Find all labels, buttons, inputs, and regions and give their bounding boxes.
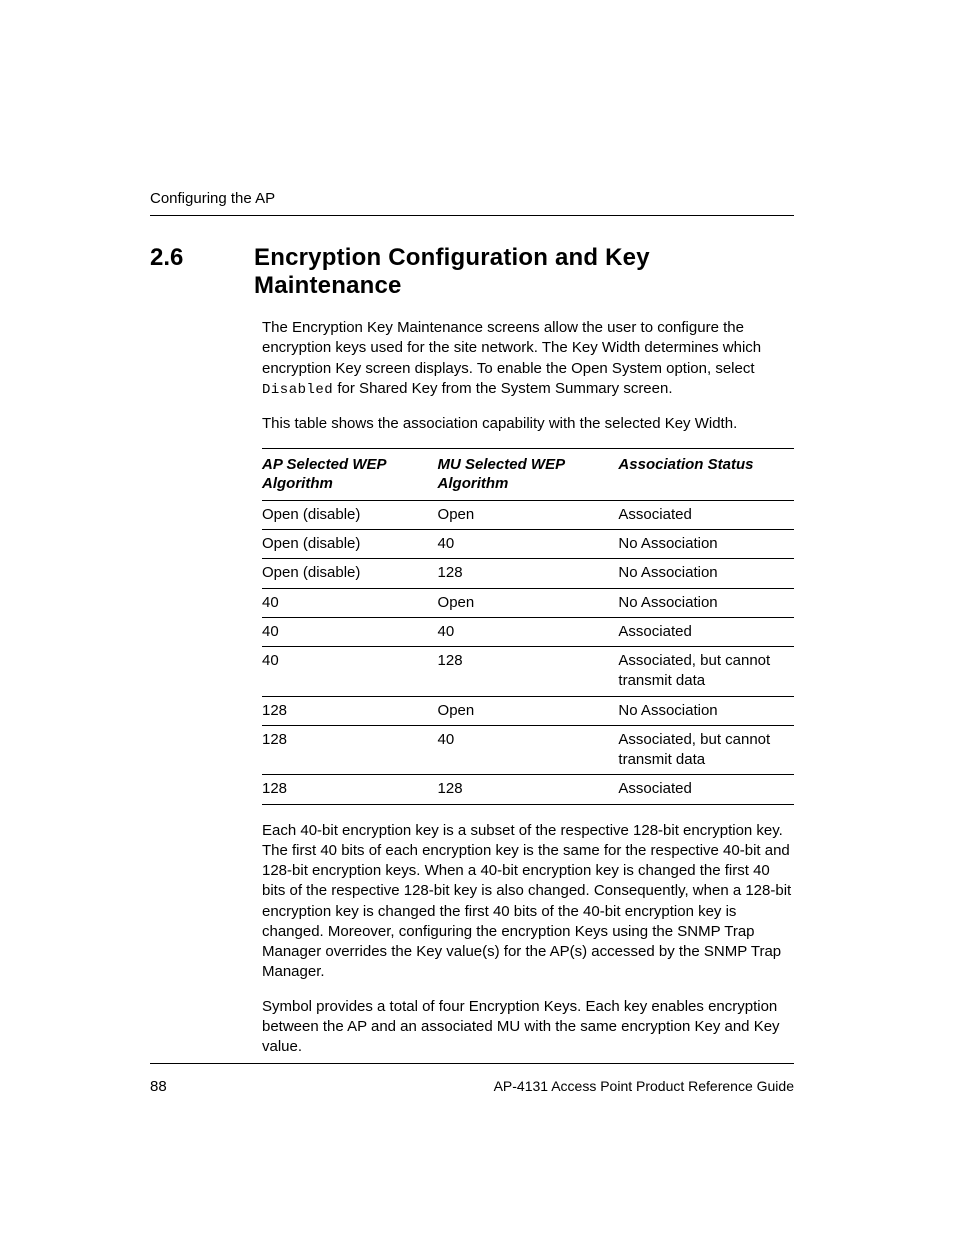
cell: 40 <box>438 725 619 775</box>
body-content: The Encryption Key Maintenance screens a… <box>262 318 794 1057</box>
table-row: 40 Open No Association <box>262 588 794 617</box>
section-title: Encryption Configuration and Key Mainten… <box>254 244 794 300</box>
paragraph-1: The Encryption Key Maintenance screens a… <box>262 318 794 400</box>
table-row: Open (disable) 128 No Association <box>262 559 794 588</box>
cell: No Association <box>618 696 794 725</box>
cell: Open (disable) <box>262 530 438 559</box>
top-rule <box>150 215 794 216</box>
cell: Associated <box>618 500 794 529</box>
cell: No Association <box>618 588 794 617</box>
bottom-rule <box>150 1063 794 1064</box>
page-footer: 88 AP-4131 Access Point Product Referenc… <box>150 1063 794 1095</box>
cell: 128 <box>262 696 438 725</box>
table-row: 128 Open No Association <box>262 696 794 725</box>
cell: Associated <box>618 617 794 646</box>
paragraph-4: Symbol provides a total of four Encrypti… <box>262 997 794 1058</box>
association-table: AP Selected WEP Algorithm MU Selected WE… <box>262 448 794 805</box>
cell: 128 <box>262 775 438 804</box>
cell: 128 <box>438 775 619 804</box>
cell: Associated, but cannot transmit data <box>618 725 794 775</box>
table-row: 40 128 Associated, but cannot transmit d… <box>262 647 794 697</box>
table-row: Open (disable) Open Associated <box>262 500 794 529</box>
cell: 128 <box>262 725 438 775</box>
cell: 40 <box>438 530 619 559</box>
cell: Open <box>438 588 619 617</box>
document-page: Configuring the AP 2.6 Encryption Config… <box>0 0 954 1235</box>
cell: Open (disable) <box>262 500 438 529</box>
table-row: Open (disable) 40 No Association <box>262 530 794 559</box>
p1-code: Disabled <box>262 382 333 398</box>
table-row: 128 128 Associated <box>262 775 794 804</box>
table-row: 128 40 Associated, but cannot transmit d… <box>262 725 794 775</box>
footer-row: 88 AP-4131 Access Point Product Referenc… <box>150 1078 794 1095</box>
col-header-ap: AP Selected WEP Algorithm <box>262 448 438 500</box>
cell: No Association <box>618 559 794 588</box>
chapter-header: Configuring the AP <box>150 190 794 207</box>
cell: No Association <box>618 530 794 559</box>
paragraph-3: Each 40-bit encryption key is a subset o… <box>262 821 794 983</box>
cell: 128 <box>438 559 619 588</box>
p1-text-a: The Encryption Key Maintenance screens a… <box>262 319 761 377</box>
cell: 40 <box>262 647 438 697</box>
cell: Open (disable) <box>262 559 438 588</box>
cell: 40 <box>438 617 619 646</box>
footer-doc-title: AP-4131 Access Point Product Reference G… <box>494 1078 794 1094</box>
cell: 128 <box>438 647 619 697</box>
cell: Associated, but cannot transmit data <box>618 647 794 697</box>
cell: 40 <box>262 588 438 617</box>
table-row: 40 40 Associated <box>262 617 794 646</box>
cell: Associated <box>618 775 794 804</box>
cell: 40 <box>262 617 438 646</box>
section-number: 2.6 <box>150 244 230 300</box>
p1-text-b: for Shared Key from the System Summary s… <box>333 380 672 397</box>
paragraph-2: This table shows the association capabil… <box>262 414 794 434</box>
cell: Open <box>438 696 619 725</box>
col-header-status: Association Status <box>618 448 794 500</box>
section-heading: 2.6 Encryption Configuration and Key Mai… <box>150 244 794 300</box>
cell: Open <box>438 500 619 529</box>
page-number: 88 <box>150 1078 167 1095</box>
table-header-row: AP Selected WEP Algorithm MU Selected WE… <box>262 448 794 500</box>
col-header-mu: MU Selected WEP Algorithm <box>438 448 619 500</box>
